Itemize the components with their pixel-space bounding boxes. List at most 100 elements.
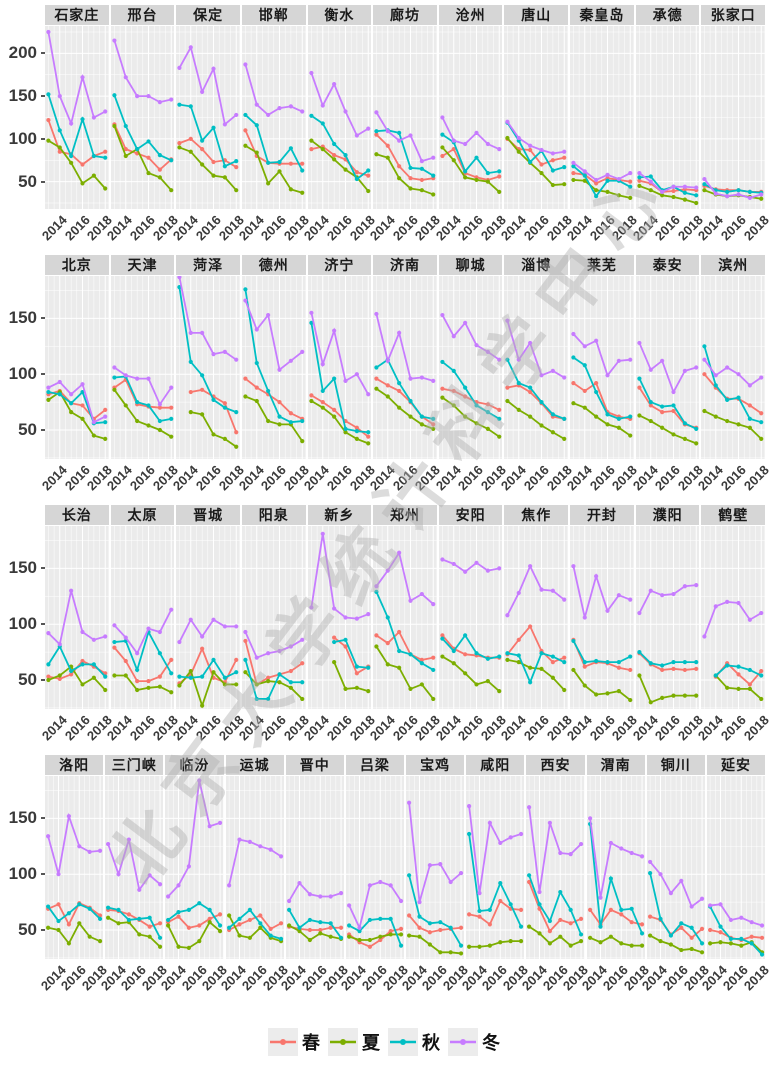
y-axis-tick-label: 150 [8, 86, 37, 106]
facet-strip: 新乡 [307, 505, 372, 525]
facet-panel [438, 276, 503, 459]
panel-row-2: 50 100 150 北京 2014 2016 2018 天津 2014 2016 2018 菏泽 20… [0, 255, 774, 505]
facet-strip: 宝鸡 [406, 755, 465, 775]
facet-panel [165, 776, 224, 959]
facet-panel [110, 276, 175, 459]
series-spring [374, 629, 436, 662]
panel-rows: 50 100 150 200 石家庄 2014 2016 2018 邢台 2014 2016 2018… [0, 5, 774, 1005]
facet-panel [241, 26, 306, 209]
facet-strip: 延安 [706, 755, 766, 775]
facet-strip: 莱芜 [570, 255, 634, 275]
facet-panel [701, 26, 766, 209]
x-axis-labels: 2014 2016 2018 [236, 459, 312, 503]
facet-strip-label: 太原 [127, 509, 158, 524]
legend-label-autumn: 秋 [422, 1033, 440, 1053]
facet-strip-label: 渭南 [600, 759, 631, 774]
series-summer [331, 660, 370, 694]
facet-3-10: 濮阳 2014 2016 2018 [629, 505, 706, 755]
series-autumn [571, 638, 633, 665]
series-winter [467, 804, 524, 896]
series-autumn [308, 113, 370, 182]
facet-panel [225, 776, 284, 959]
gridlines [110, 26, 175, 209]
facet-3-4: 阳泉 2014 2016 2018 [236, 505, 312, 755]
facet-strip: 三门峡 [105, 755, 164, 775]
series-summer [46, 664, 108, 693]
x-axis-labels: 2014 2016 2018 [629, 709, 705, 753]
series-winter [637, 170, 699, 194]
series-autumn [286, 907, 343, 940]
facet-panel [241, 276, 306, 459]
facet-strip-label: 菏泽 [193, 259, 224, 274]
y-axis-tick-label: 150 [8, 308, 37, 328]
series-winter [505, 563, 567, 618]
facet-strip: 廊坊 [373, 5, 437, 25]
facet-4-7: 宝鸡 2014 2016 2018 [398, 755, 471, 1005]
series-autumn [407, 873, 464, 948]
series-winter [46, 588, 108, 647]
y-axis-tick-label: 150 [8, 808, 37, 828]
series-spring [440, 386, 502, 412]
facet-2-5: 济宁 2014 2016 2018 [301, 255, 378, 505]
series-winter [166, 778, 223, 899]
series-summer [374, 386, 436, 431]
series-winter [243, 629, 305, 660]
facet-panel [307, 276, 372, 459]
y-axis-tick-label: 200 [8, 43, 37, 63]
facet-strip-label: 天津 [127, 259, 158, 274]
season-legend: 春夏秋冬 [0, 1018, 774, 1066]
series-summer [440, 145, 502, 194]
series-winter [587, 816, 644, 900]
facet-strip-label: 保定 [193, 9, 224, 24]
legend-key-autumn [388, 1028, 418, 1056]
series-summer [571, 177, 633, 200]
x-axis-labels: 2014 2016 2018 [564, 209, 640, 253]
series-autumn [637, 376, 699, 431]
y-axis-tick-label: 100 [8, 364, 37, 384]
facet-strip-label: 长治 [61, 509, 92, 524]
facet-panel [373, 276, 437, 459]
facet-panel [570, 526, 634, 709]
legend-glyph-autumn [390, 1039, 416, 1045]
legend-label-summer: 夏 [362, 1033, 380, 1053]
facet-3-7: 安阳 2014 2016 2018 [432, 505, 509, 755]
facet-strip: 石家庄 [45, 5, 109, 25]
facet-2-9: 莱芜 2014 2016 2018 [564, 255, 640, 505]
y-axis-tick-mark [41, 817, 45, 820]
y-axis-tick-label: 50 [18, 419, 37, 439]
facet-strip-label: 西安 [540, 759, 571, 774]
y-axis-tick-mark [41, 428, 45, 431]
x-axis-labels: 2014 2016 2018 [98, 959, 171, 1003]
y-axis-tick-label: 100 [8, 614, 37, 634]
x-axis-labels: 2014 2016 2018 [158, 959, 231, 1003]
facet-strip-label: 运城 [239, 759, 270, 774]
facet-panel [105, 776, 164, 959]
x-axis-labels: 2014 2016 2018 [104, 209, 180, 253]
series-winter [177, 617, 239, 645]
facet-panel [635, 26, 700, 209]
series-summer [46, 138, 108, 191]
legend-item-spring: 春 [268, 1028, 326, 1056]
series-winter [505, 119, 567, 156]
series-summer [440, 395, 502, 439]
series-summer [177, 668, 239, 709]
facet-strip-row: 洛阳 2014 2016 2018 三门峡 2014 2016 2018 临汾 2014 2016 2… [37, 755, 772, 1005]
x-axis-labels: 2014 2016 2018 [367, 459, 443, 503]
facet-4-8: 咸阳 2014 2016 2018 [459, 755, 531, 1005]
series-autumn [505, 651, 567, 685]
facet-3-5: 新乡 2014 2016 2018 [301, 505, 378, 755]
series-winter [308, 310, 370, 397]
series-winter [111, 38, 173, 105]
x-axis-labels: 2014 2016 2018 [170, 709, 246, 753]
facet-3-9: 开封 2014 2016 2018 [564, 505, 640, 755]
legend-label-spring: 春 [302, 1033, 320, 1053]
y-axis-tick-label: 50 [18, 669, 37, 689]
series-autumn [177, 657, 239, 680]
y-axis-tick-mark [41, 873, 45, 876]
facet-strip: 长治 [45, 505, 109, 525]
facet-strip-label: 石家庄 [54, 9, 100, 24]
facet-panel [526, 776, 585, 959]
facet-strip: 泰安 [635, 255, 700, 275]
series-winter [440, 115, 502, 152]
